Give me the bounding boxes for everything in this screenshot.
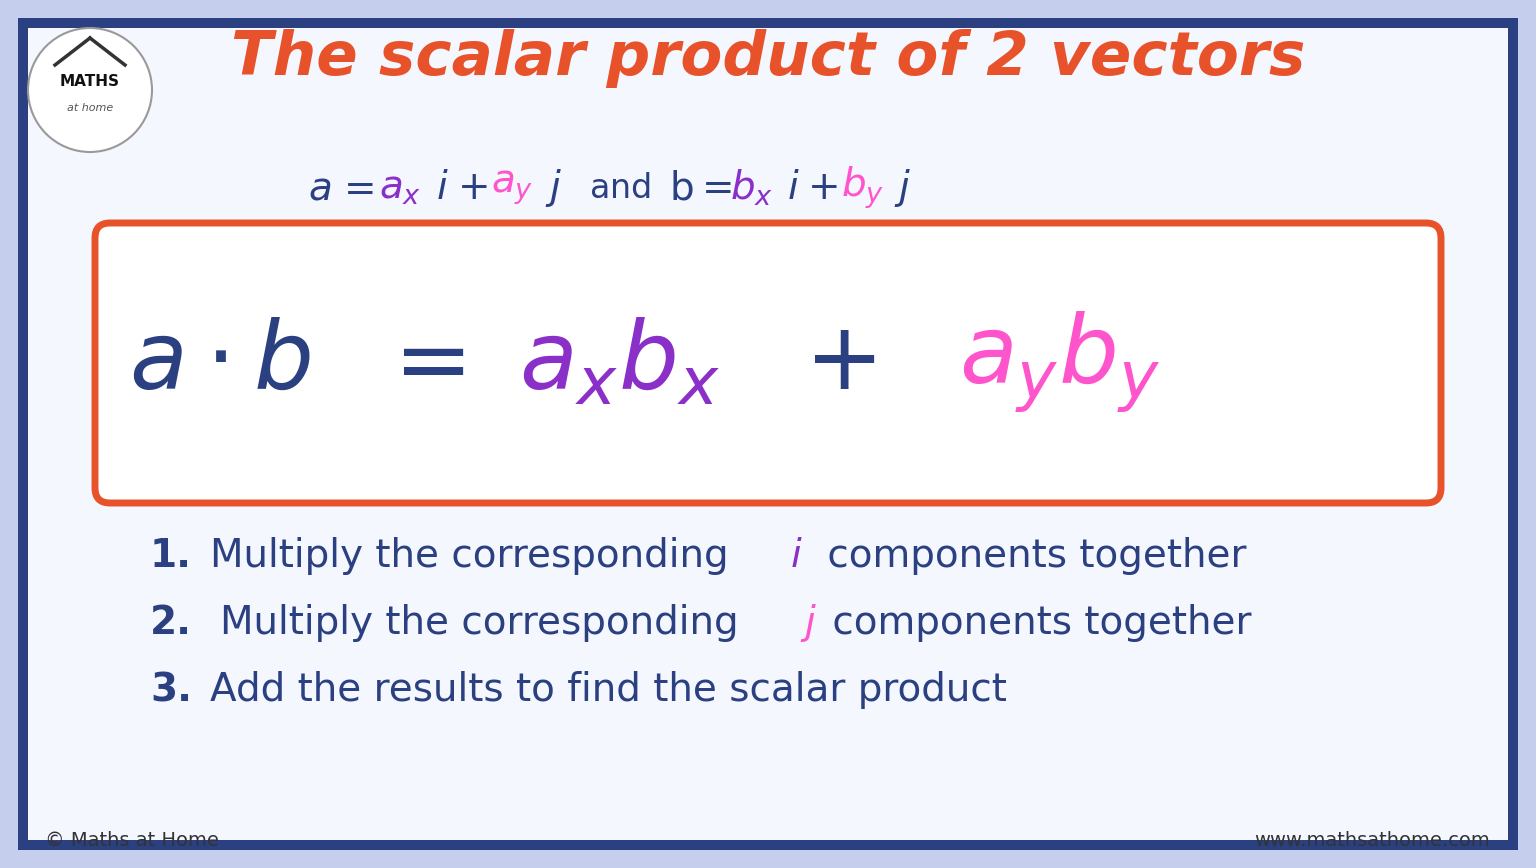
Text: $+$: $+$ [456,169,487,207]
Text: $\mathit{j}$: $\mathit{j}$ [800,602,817,644]
Text: $\mathit{a_x b_x}$: $\mathit{a_x b_x}$ [519,317,720,409]
Text: $\mathit{i}$: $\mathit{i}$ [790,537,803,575]
Text: $\mathit{a_y}$: $\mathit{a_y}$ [492,168,533,207]
Text: © Maths at Home: © Maths at Home [45,831,218,850]
Text: $\mathrm{b=}$: $\mathrm{b=}$ [668,169,731,207]
Text: The scalar product of 2 vectors: The scalar product of 2 vectors [230,29,1306,88]
Text: $=$: $=$ [336,169,375,207]
Text: $=$: $=$ [375,317,465,409]
Text: $+$: $+$ [806,169,837,207]
Text: www.mathsathome.com: www.mathsathome.com [1255,831,1490,850]
Text: $\mathit{j}$: $\mathit{j}$ [545,167,562,209]
FancyBboxPatch shape [95,223,1441,503]
Text: $\mathit{i}$: $\mathit{i}$ [786,169,799,207]
Text: $\mathit{a \cdot b}$: $\mathit{a \cdot b}$ [129,317,312,409]
Text: components together: components together [816,537,1247,575]
Text: $+$: $+$ [805,317,876,409]
Text: $\mathit{a}$: $\mathit{a}$ [309,169,332,207]
Text: 3.: 3. [151,671,192,709]
Text: Add the results to find the scalar product: Add the results to find the scalar produ… [210,671,1008,709]
Text: at home: at home [68,103,114,113]
Text: Multiply the corresponding: Multiply the corresponding [220,604,751,642]
Text: MATHS: MATHS [60,75,120,89]
Text: $\mathit{i}$: $\mathit{i}$ [436,169,449,207]
Text: components together: components together [820,604,1252,642]
Text: $\mathit{b_y}$: $\mathit{b_y}$ [842,165,885,211]
Text: $\mathit{a_y b_y}$: $\mathit{a_y b_y}$ [960,310,1161,416]
Text: 2.: 2. [151,604,192,642]
Text: $\mathit{j}$: $\mathit{j}$ [894,167,911,209]
Text: 1.: 1. [151,537,192,575]
Text: $\mathrm{and}$: $\mathrm{and}$ [590,172,651,205]
Circle shape [28,28,152,152]
Text: $\mathit{b_x}$: $\mathit{b_x}$ [731,168,774,208]
Text: $\mathit{a_x}$: $\mathit{a_x}$ [379,169,421,207]
Text: Multiply the corresponding: Multiply the corresponding [210,537,740,575]
